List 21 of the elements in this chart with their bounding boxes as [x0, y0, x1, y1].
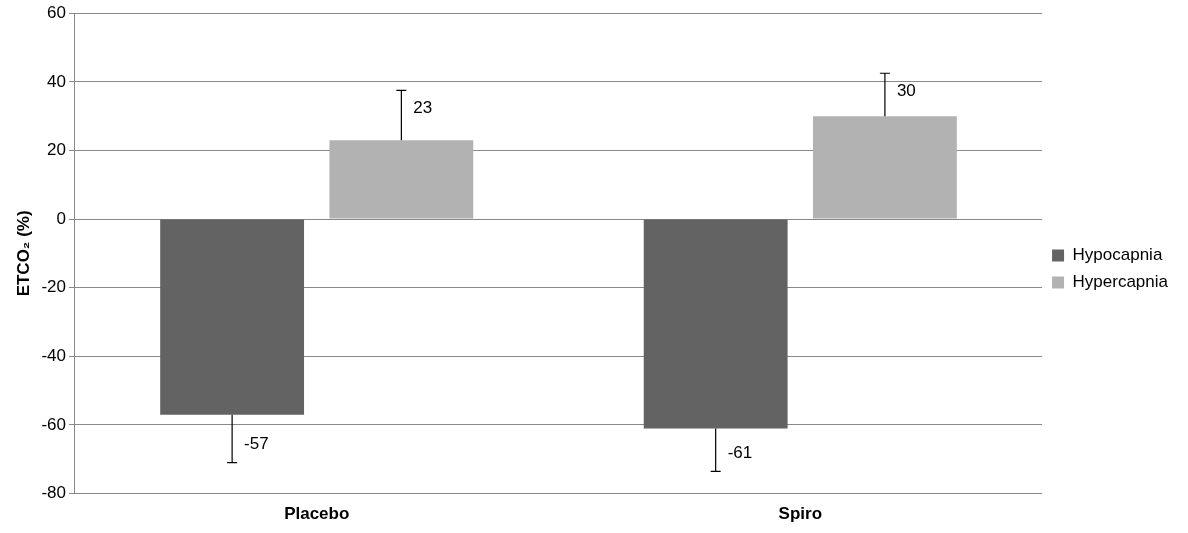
y-tick-label: -20	[41, 277, 66, 297]
y-axis-title: ETCO₂ (%)	[13, 210, 33, 297]
y-tick-label: 0	[56, 208, 66, 228]
y-tick-label: -40	[41, 346, 66, 366]
y-tick-label: 20	[47, 140, 66, 160]
data-label: -61	[727, 442, 753, 462]
data-label: 23	[413, 98, 433, 118]
bar	[160, 219, 305, 415]
bar	[329, 140, 474, 219]
data-label: 30	[896, 80, 916, 100]
bar	[812, 116, 957, 219]
x-tick-label: Spiro	[778, 504, 823, 524]
bar	[643, 219, 788, 429]
y-tick-label: 60	[47, 2, 66, 22]
x-tick-label: Placebo	[284, 504, 350, 524]
y-tick-label: -80	[41, 483, 66, 503]
y-tick-label: -60	[41, 414, 66, 434]
y-tick-label: 40	[47, 71, 66, 91]
legend-label: Hypercapnia	[1072, 272, 1169, 292]
legend-label: Hypocapnia	[1072, 245, 1163, 265]
data-label: -57	[244, 434, 269, 454]
